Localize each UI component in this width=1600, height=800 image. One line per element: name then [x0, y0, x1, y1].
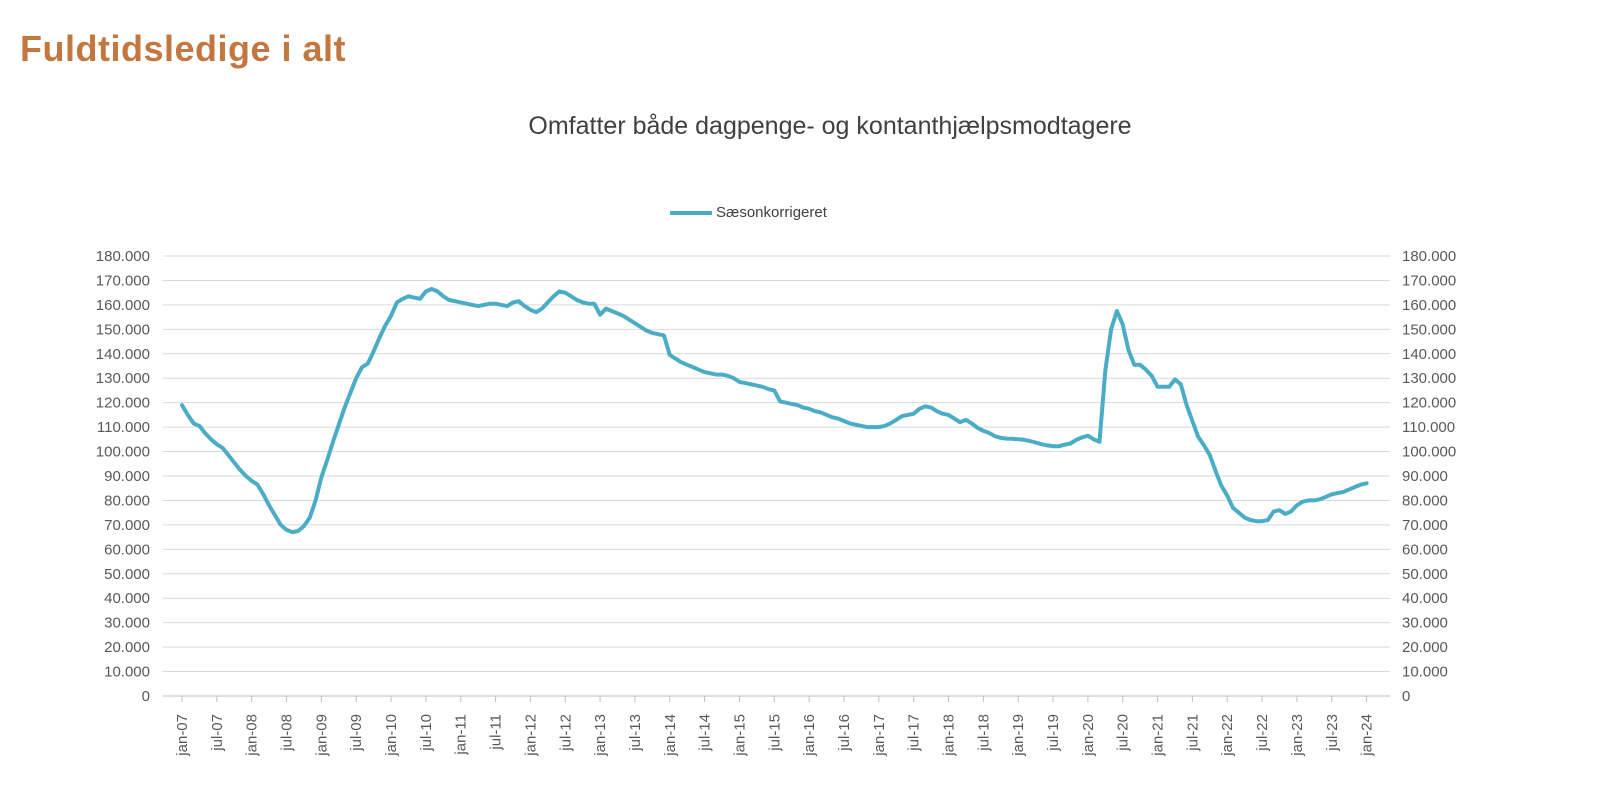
svg-text:jan-11: jan-11: [453, 714, 470, 756]
svg-text:jul-14: jul-14: [697, 714, 714, 752]
svg-text:0: 0: [1402, 688, 1410, 705]
svg-text:30.000: 30.000: [1402, 615, 1448, 632]
svg-text:jul-16: jul-16: [836, 714, 853, 752]
svg-text:80.000: 80.000: [1402, 492, 1448, 509]
svg-text:100.000: 100.000: [96, 444, 150, 461]
svg-text:jan-13: jan-13: [592, 714, 609, 757]
svg-text:jul-08: jul-08: [279, 714, 296, 752]
svg-text:40.000: 40.000: [104, 590, 150, 607]
svg-text:170.000: 170.000: [96, 272, 150, 289]
svg-text:50.000: 50.000: [1402, 566, 1448, 583]
svg-text:jul-09: jul-09: [348, 714, 365, 752]
svg-text:60.000: 60.000: [104, 541, 150, 558]
svg-text:150.000: 150.000: [1402, 321, 1456, 338]
svg-text:jan-23: jan-23: [1289, 714, 1306, 757]
svg-text:30.000: 30.000: [104, 615, 150, 632]
svg-text:130.000: 130.000: [1402, 370, 1456, 387]
svg-text:jan-18: jan-18: [941, 714, 958, 757]
series-saesonkorrigeret-line: [180, 287, 1369, 535]
svg-text:70.000: 70.000: [1402, 517, 1448, 534]
svg-text:150.000: 150.000: [96, 321, 150, 338]
svg-text:110.000: 110.000: [97, 419, 150, 436]
svg-text:90.000: 90.000: [1402, 468, 1448, 485]
svg-text:jan-16: jan-16: [801, 714, 818, 757]
svg-text:jul-19: jul-19: [1045, 714, 1062, 752]
svg-text:jan-15: jan-15: [731, 714, 748, 757]
svg-text:80.000: 80.000: [104, 492, 150, 509]
svg-text:70.000: 70.000: [104, 517, 150, 534]
svg-text:60.000: 60.000: [1402, 541, 1448, 558]
svg-text:jan-24: jan-24: [1359, 714, 1376, 757]
svg-text:100.000: 100.000: [1402, 444, 1456, 461]
svg-text:130.000: 130.000: [96, 370, 150, 387]
svg-text:160.000: 160.000: [96, 297, 150, 314]
svg-text:170.000: 170.000: [1402, 272, 1456, 289]
legend-line-swatch: [670, 210, 712, 215]
svg-text:jul-15: jul-15: [766, 714, 783, 752]
svg-text:160.000: 160.000: [1402, 297, 1456, 314]
svg-text:jul-21: jul-21: [1184, 714, 1201, 752]
svg-text:110.000: 110.000: [1402, 419, 1455, 436]
svg-text:jan-07: jan-07: [174, 714, 191, 757]
y-axis-labels-right: 0 10.000 20.000 30.000 40.000 50.000 60.000 70.…: [1402, 248, 1456, 705]
svg-text:jul-10: jul-10: [418, 714, 435, 752]
svg-text:50.000: 50.000: [104, 566, 150, 583]
svg-text:jan-17: jan-17: [871, 714, 888, 757]
svg-text:jul-20: jul-20: [1115, 714, 1132, 752]
svg-text:jul-23: jul-23: [1324, 714, 1341, 752]
svg-text:jan-19: jan-19: [1010, 714, 1027, 757]
svg-text:180.000: 180.000: [96, 248, 150, 265]
svg-text:40.000: 40.000: [1402, 590, 1448, 607]
svg-text:180.000: 180.000: [1402, 248, 1456, 265]
svg-text:jul-11: jul-11: [488, 714, 505, 751]
page-title: Fuldtidsledige i alt: [20, 28, 347, 69]
svg-text:jan-09: jan-09: [313, 714, 330, 757]
svg-text:10.000: 10.000: [104, 664, 150, 681]
x-axis-labels: jan-07 jul-07 jan-08 jul-08 jan-09 jul-09 jan-…: [174, 714, 1376, 757]
svg-text:jul-07: jul-07: [209, 714, 226, 752]
svg-text:jan-20: jan-20: [1080, 714, 1097, 757]
svg-text:120.000: 120.000: [96, 395, 150, 412]
svg-text:120.000: 120.000: [1402, 395, 1456, 412]
svg-text:0: 0: [142, 688, 150, 705]
svg-text:jan-21: jan-21: [1150, 714, 1167, 757]
svg-text:20.000: 20.000: [1402, 639, 1448, 656]
svg-text:10.000: 10.000: [1402, 664, 1448, 681]
svg-text:20.000: 20.000: [104, 639, 150, 656]
svg-text:jul-13: jul-13: [627, 714, 644, 752]
y-axis-labels-left: 0 10.000 20.000 30.000 40.000 50.000 60.000 70.…: [96, 248, 150, 705]
svg-text:jul-17: jul-17: [906, 714, 923, 752]
svg-text:90.000: 90.000: [104, 468, 150, 485]
chart-subtitle: Omfatter både dagpenge- og kontanthjælps…: [528, 112, 1132, 140]
svg-text:jan-22: jan-22: [1219, 714, 1236, 757]
y-gridlines: [163, 255, 1390, 697]
svg-text:140.000: 140.000: [96, 346, 150, 363]
svg-text:jan-12: jan-12: [522, 714, 539, 757]
svg-text:jul-18: jul-18: [975, 714, 992, 752]
svg-text:jan-14: jan-14: [662, 714, 679, 757]
chart-legend: Sæsonkorrigeret: [670, 204, 827, 221]
svg-text:jan-08: jan-08: [244, 714, 261, 757]
x-axis-ticks: [181, 696, 1368, 702]
svg-text:jul-12: jul-12: [557, 714, 574, 752]
svg-text:140.000: 140.000: [1402, 346, 1456, 363]
svg-text:jan-10: jan-10: [383, 714, 400, 757]
svg-text:jul-22: jul-22: [1254, 714, 1271, 752]
legend-series-label: Sæsonkorrigeret: [716, 204, 827, 221]
